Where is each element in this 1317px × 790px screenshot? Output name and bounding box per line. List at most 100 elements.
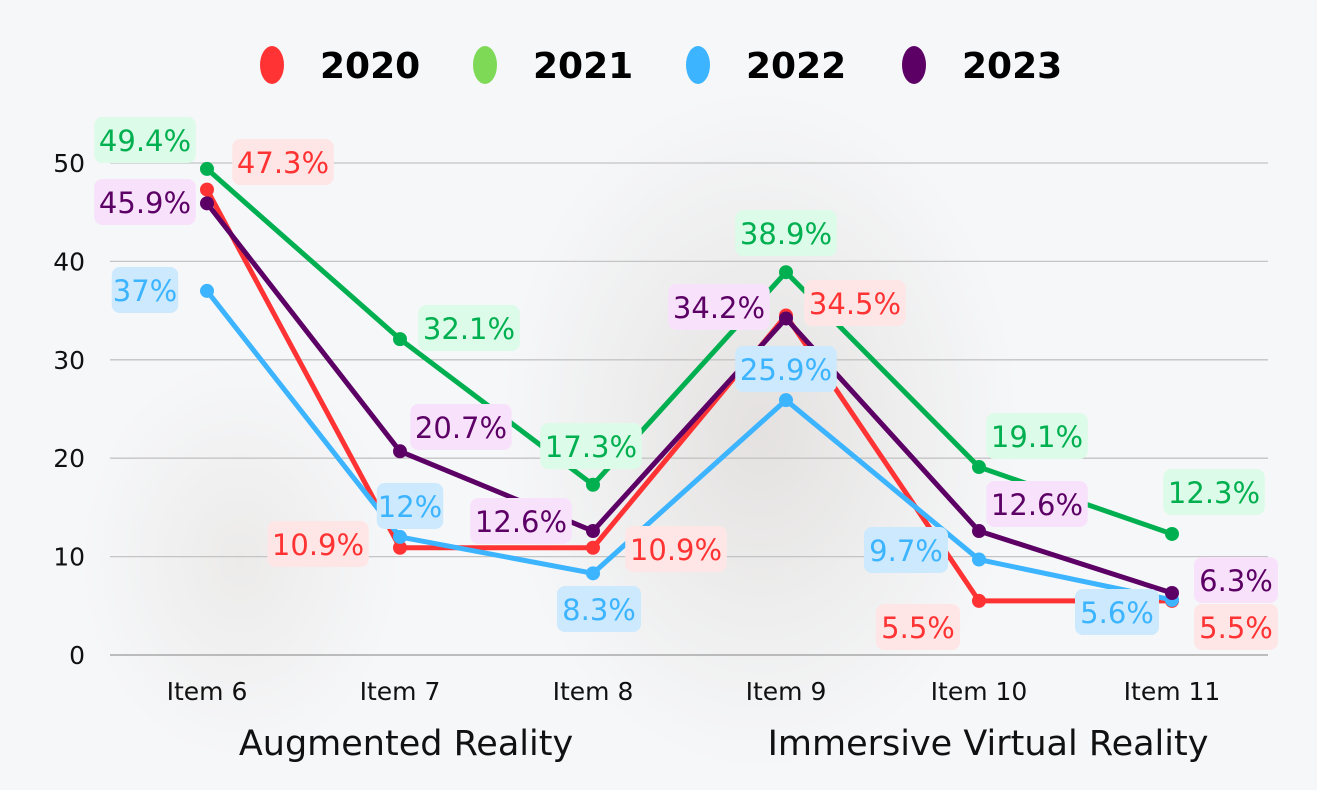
x-group-label: Immersive Virtual Reality — [768, 724, 1209, 764]
data-label-2021: 38.9% — [735, 210, 837, 256]
data-label-background — [94, 179, 196, 225]
data-label-background — [410, 404, 512, 450]
legend-label: 2022 — [746, 46, 846, 87]
data-label-text: 37% — [113, 274, 177, 308]
data-label-text: 38.9% — [740, 217, 832, 251]
legend-label: 2020 — [320, 46, 420, 87]
data-label-text: 25.9% — [740, 353, 832, 387]
y-tick-label: 0 — [69, 641, 85, 670]
data-point-2021 — [1165, 526, 1179, 541]
y-tick-label: 40 — [53, 247, 85, 276]
data-point-2023 — [1165, 586, 1179, 601]
data-point-2021 — [586, 477, 600, 492]
data-label-text: 9.7% — [869, 534, 943, 568]
data-label-2022: 5.6% — [1075, 589, 1159, 635]
legend-marker-2022 — [686, 46, 710, 84]
data-label-background — [540, 423, 642, 469]
legend-marker-2021 — [473, 46, 497, 84]
data-label-2023: 12.6% — [470, 498, 572, 544]
data-label-background — [111, 267, 179, 313]
y-tick-label: 30 — [53, 346, 85, 375]
data-label-background — [986, 481, 1088, 527]
x-tick-label: Item 11 — [1124, 677, 1221, 706]
data-label-text: 49.4% — [99, 124, 191, 158]
data-point-2020 — [972, 593, 986, 608]
legend-marker-2020 — [260, 46, 284, 84]
data-point-2023 — [200, 196, 214, 211]
data-point-2023 — [972, 524, 986, 539]
data-point-2023 — [393, 444, 407, 459]
data-point-2020 — [586, 540, 600, 555]
data-label-2021: 19.1% — [986, 413, 1088, 459]
data-point-2021 — [200, 161, 214, 176]
legend: 2020 2021 2022 2023 — [260, 46, 1062, 87]
x-tick-label: Item 7 — [360, 677, 441, 706]
data-point-2022 — [200, 283, 214, 298]
data-label-2023: 45.9% — [94, 179, 196, 225]
data-label-background — [986, 413, 1088, 459]
data-label-background — [557, 586, 641, 632]
data-label-2022: 8.3% — [557, 586, 641, 632]
data-label-background — [418, 305, 520, 351]
data-label-2021: 17.3% — [540, 423, 642, 469]
data-label-background — [1194, 604, 1278, 650]
data-label-2022: 9.7% — [864, 527, 948, 573]
x-tick-label: Item 6 — [167, 677, 248, 706]
data-label-2020: 10.9% — [625, 526, 727, 572]
data-label-2023: 12.6% — [986, 481, 1088, 527]
data-label-text: 17.3% — [545, 430, 637, 464]
data-label-2020: 47.3% — [232, 139, 334, 185]
data-label-2023: 34.2% — [668, 284, 770, 330]
legend-marker-2023 — [902, 46, 926, 84]
data-label-background — [668, 284, 770, 330]
data-point-2021 — [972, 460, 986, 475]
data-label-text: 8.3% — [562, 593, 636, 627]
data-point-2021 — [779, 265, 793, 280]
data-label-text: 47.3% — [237, 146, 329, 180]
x-tick-label: Item 9 — [746, 677, 827, 706]
x-axis: Item 6 Item 7 Item 8 Item 9 Item 10 Item 11 Au… — [167, 677, 1221, 764]
legend-label: 2023 — [962, 46, 1062, 87]
y-axis: 0 10 20 30 40 50 — [53, 149, 85, 670]
data-labels: 47.3% 10.9% 10.9% 34.5% 5.5% 5.5% 49.4% 32.1% 17… — [94, 117, 1278, 650]
series-line-2020 — [204, 188, 1172, 604]
y-tick-label: 20 — [53, 444, 85, 473]
data-point-2023 — [586, 524, 600, 539]
data-label-background — [470, 498, 572, 544]
series-line-2021 — [205, 167, 1173, 537]
data-label-text: 12.6% — [991, 488, 1083, 522]
data-point-2023 — [779, 311, 793, 326]
data-label-text: 34.2% — [673, 291, 765, 325]
data-point-2022 — [586, 566, 600, 581]
data-label-background — [232, 139, 334, 185]
data-label-2020: 10.9% — [267, 521, 369, 567]
data-label-background — [864, 527, 948, 573]
y-tick-label: 50 — [53, 149, 85, 178]
data-point-2020 — [393, 540, 407, 555]
data-label-text: 45.9% — [99, 186, 191, 220]
data-point-2020 — [200, 182, 214, 197]
data-label-text: 5.6% — [1080, 596, 1154, 630]
data-label-2022: 25.9% — [735, 346, 837, 392]
data-label-text: 34.5% — [809, 287, 901, 321]
data-label-2022: 12% — [376, 483, 444, 529]
data-label-2020: 5.5% — [876, 604, 960, 650]
data-label-2023: 20.7% — [410, 404, 512, 450]
x-tick-label: Item 8 — [553, 677, 634, 706]
data-label-2022: 37% — [111, 267, 179, 313]
data-label-text: 10.9% — [630, 533, 722, 567]
series-line-2023 — [205, 201, 1173, 596]
data-label-background — [1194, 557, 1278, 603]
data-label-2021: 49.4% — [94, 117, 196, 163]
data-label-text: 12.3% — [1168, 476, 1260, 510]
legend-label: 2021 — [533, 46, 633, 87]
data-label-text: 19.1% — [991, 420, 1083, 454]
data-label-background — [735, 210, 837, 256]
data-label-background — [1163, 469, 1265, 515]
data-point-2022 — [393, 529, 407, 544]
data-label-text: 32.1% — [423, 312, 515, 346]
data-point-2022 — [779, 393, 793, 408]
data-label-text: 20.7% — [415, 411, 507, 445]
series-line-2022 — [205, 289, 1173, 603]
